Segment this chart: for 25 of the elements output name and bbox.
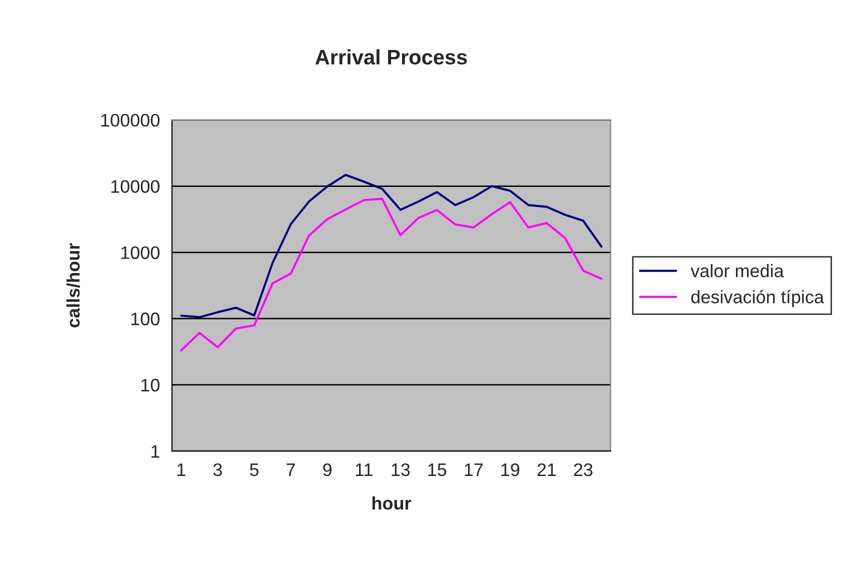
x-tick-label: 7 <box>286 464 295 476</box>
x-tick-label: 15 <box>428 464 446 476</box>
x-tick-label: 1 <box>177 464 186 476</box>
line-series <box>180 174 603 318</box>
y-tick-label: 100000 <box>101 114 160 127</box>
y-tick-label: 1 <box>152 445 160 458</box>
x-tick-label: 23 <box>574 463 592 476</box>
y-tick-label: 10000 <box>111 180 160 193</box>
y-tick-label: 1000 <box>121 246 160 260</box>
x-tick-label: 5 <box>250 464 258 476</box>
line-series <box>180 198 603 352</box>
x-tick-label: 17 <box>464 464 483 476</box>
y-tick-label: 100 <box>131 312 160 326</box>
x-tick-label: 13 <box>392 463 410 476</box>
x-tick-label: 9 <box>323 463 332 476</box>
x-tick-label: 3 <box>213 463 222 476</box>
chart-title: Arrival Process <box>315 49 467 65</box>
y-axis-title: calls/hour <box>66 243 80 328</box>
y-tick-label: 10 <box>141 378 160 392</box>
x-tick-label: 19 <box>501 463 520 476</box>
x-axis-title: hour <box>372 496 412 510</box>
legend-label: valor media <box>690 264 784 278</box>
x-tick-label: 11 <box>356 464 372 476</box>
x-tick-label: 21 <box>538 463 556 476</box>
legend-label: desivación típica <box>691 290 824 307</box>
